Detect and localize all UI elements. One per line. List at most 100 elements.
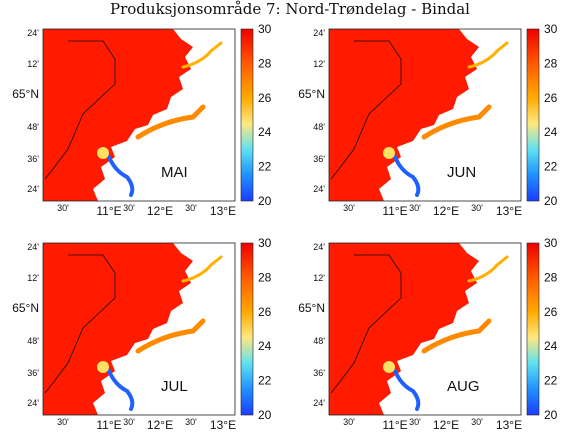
map-frame (328, 28, 522, 202)
lon-tick-label: 30' (343, 203, 355, 213)
colorbar-tick-label: 30 (544, 22, 558, 36)
fjord-mouth (383, 147, 395, 159)
lon-tick-label: 30' (409, 417, 421, 427)
lon-tick-label: 30' (471, 203, 483, 213)
lon-tick-label: 11°E (382, 418, 407, 432)
colorbar-tick-label: 22 (258, 160, 272, 174)
lat-tick-label: 24' (27, 28, 39, 38)
land-area (93, 243, 235, 415)
lat-tick-label: 48' (313, 122, 325, 132)
lat-tick-label: 48' (27, 336, 39, 346)
fjord-mouth (383, 361, 395, 373)
colorbar-tick-label: 22 (258, 374, 272, 388)
lon-tick-label: 30' (185, 203, 197, 213)
fjord-central (135, 104, 206, 140)
fjord-central (421, 104, 492, 140)
lat-tick-label: 36' (27, 154, 39, 164)
lat-tick-label: 12' (313, 273, 325, 283)
lat-tick-label: 24' (27, 242, 39, 252)
lat-tick-label: 65°N (298, 301, 325, 315)
lat-tick-label: 36' (313, 154, 325, 164)
lon-tick-label: 11°E (96, 204, 121, 218)
month-label: JUL (161, 378, 188, 395)
colorbar-tick-label: 20 (258, 408, 272, 422)
fjord-mouth (97, 147, 109, 159)
lon-tick-label: 13°E (496, 418, 522, 432)
lon-tick-label: 11°E (96, 418, 121, 432)
area-boundary (330, 254, 402, 394)
map-frame (42, 28, 236, 202)
fjord-south (393, 369, 421, 411)
lat-tick-label: 65°N (298, 87, 325, 101)
fjord-south (107, 155, 135, 197)
month-label: JUN (447, 164, 476, 181)
fjord-north (467, 255, 509, 283)
colorbar-tick-label: 20 (544, 408, 558, 422)
lon-tick-label: 30' (57, 203, 69, 213)
lon-tick-label: 30' (471, 417, 483, 427)
lon-tick-label: 13°E (210, 418, 236, 432)
colorbar-tick-label: 20 (258, 194, 272, 208)
lon-tick-label: 30' (57, 417, 69, 427)
fjord-central (135, 318, 206, 354)
area-boundary (44, 40, 116, 180)
colorbar-tick-label: 30 (258, 236, 272, 250)
fjord-north (181, 41, 223, 69)
colorbar-tick-label: 26 (544, 91, 558, 105)
colorbar-tick-label: 28 (258, 270, 272, 284)
lon-tick-label: 12°E (433, 418, 459, 432)
lat-tick-label: 24' (313, 242, 325, 252)
colorbar-tick-label: 28 (258, 56, 272, 70)
lat-tick-label: 24' (313, 28, 325, 38)
month-label: MAI (161, 164, 188, 181)
lat-tick-label: 12' (313, 59, 325, 69)
map-panel-mai: 24'12'65°N48'36'24'30' 11°E 30' 12°E 30' 13°E… (12, 22, 271, 218)
lat-tick-label: 36' (27, 368, 39, 378)
lon-tick-label: 12°E (147, 418, 173, 432)
lon-tick-label: 13°E (496, 204, 522, 218)
land-area (379, 243, 521, 415)
lat-tick-label: 24' (27, 398, 39, 408)
lat-tick-label: 24' (313, 184, 325, 194)
colorbar-tick-label: 22 (544, 374, 558, 388)
colorbar-tick-label: 20 (544, 194, 558, 208)
lat-tick-label: 12' (27, 59, 39, 69)
fjord-south (393, 155, 421, 197)
area-boundary (330, 40, 402, 180)
colorbar (240, 28, 254, 202)
map-panel-jul: 24'12'65°N48'36'24'30' 11°E 30' 12°E 30' 13°E… (12, 236, 271, 432)
colorbar (526, 28, 540, 202)
figure-title: Produksjonsområde 7: Nord-Trøndelag - Bi… (110, 0, 470, 18)
colorbar (240, 242, 254, 416)
colorbar-tick-label: 26 (258, 91, 272, 105)
colorbar-tick-label: 24 (258, 125, 272, 139)
fjord-south (107, 369, 135, 411)
map-frame (328, 242, 522, 416)
lon-tick-label: 30' (123, 417, 135, 427)
lon-tick-label: 11°E (382, 204, 407, 218)
land-area (93, 29, 235, 201)
colorbar-tick-label: 24 (544, 339, 558, 353)
colorbar-tick-label: 24 (544, 125, 558, 139)
colorbar-tick-label: 28 (544, 56, 558, 70)
month-label: AUG (447, 378, 480, 395)
fjord-north (467, 41, 509, 69)
lat-tick-label: 48' (27, 122, 39, 132)
lon-tick-label: 30' (123, 203, 135, 213)
lon-tick-label: 12°E (433, 204, 459, 218)
lat-tick-label: 36' (313, 368, 325, 378)
lat-tick-label: 65°N (12, 301, 39, 315)
colorbar-tick-label: 30 (258, 22, 272, 36)
lat-tick-label: 12' (27, 273, 39, 283)
map-panel-aug: 24'12'65°N48'36'24'30' 11°E 30' 12°E 30' 13°E… (298, 236, 557, 432)
lon-tick-label: 30' (343, 417, 355, 427)
fjord-central (421, 318, 492, 354)
lon-tick-label: 12°E (147, 204, 173, 218)
colorbar-tick-label: 22 (544, 160, 558, 174)
lon-tick-label: 13°E (210, 204, 236, 218)
lat-tick-label: 24' (313, 398, 325, 408)
map-panel-jun: 24'12'65°N48'36'24'30' 11°E 30' 12°E 30' 13°E… (298, 22, 557, 218)
lat-tick-label: 24' (27, 184, 39, 194)
map-frame (42, 242, 236, 416)
